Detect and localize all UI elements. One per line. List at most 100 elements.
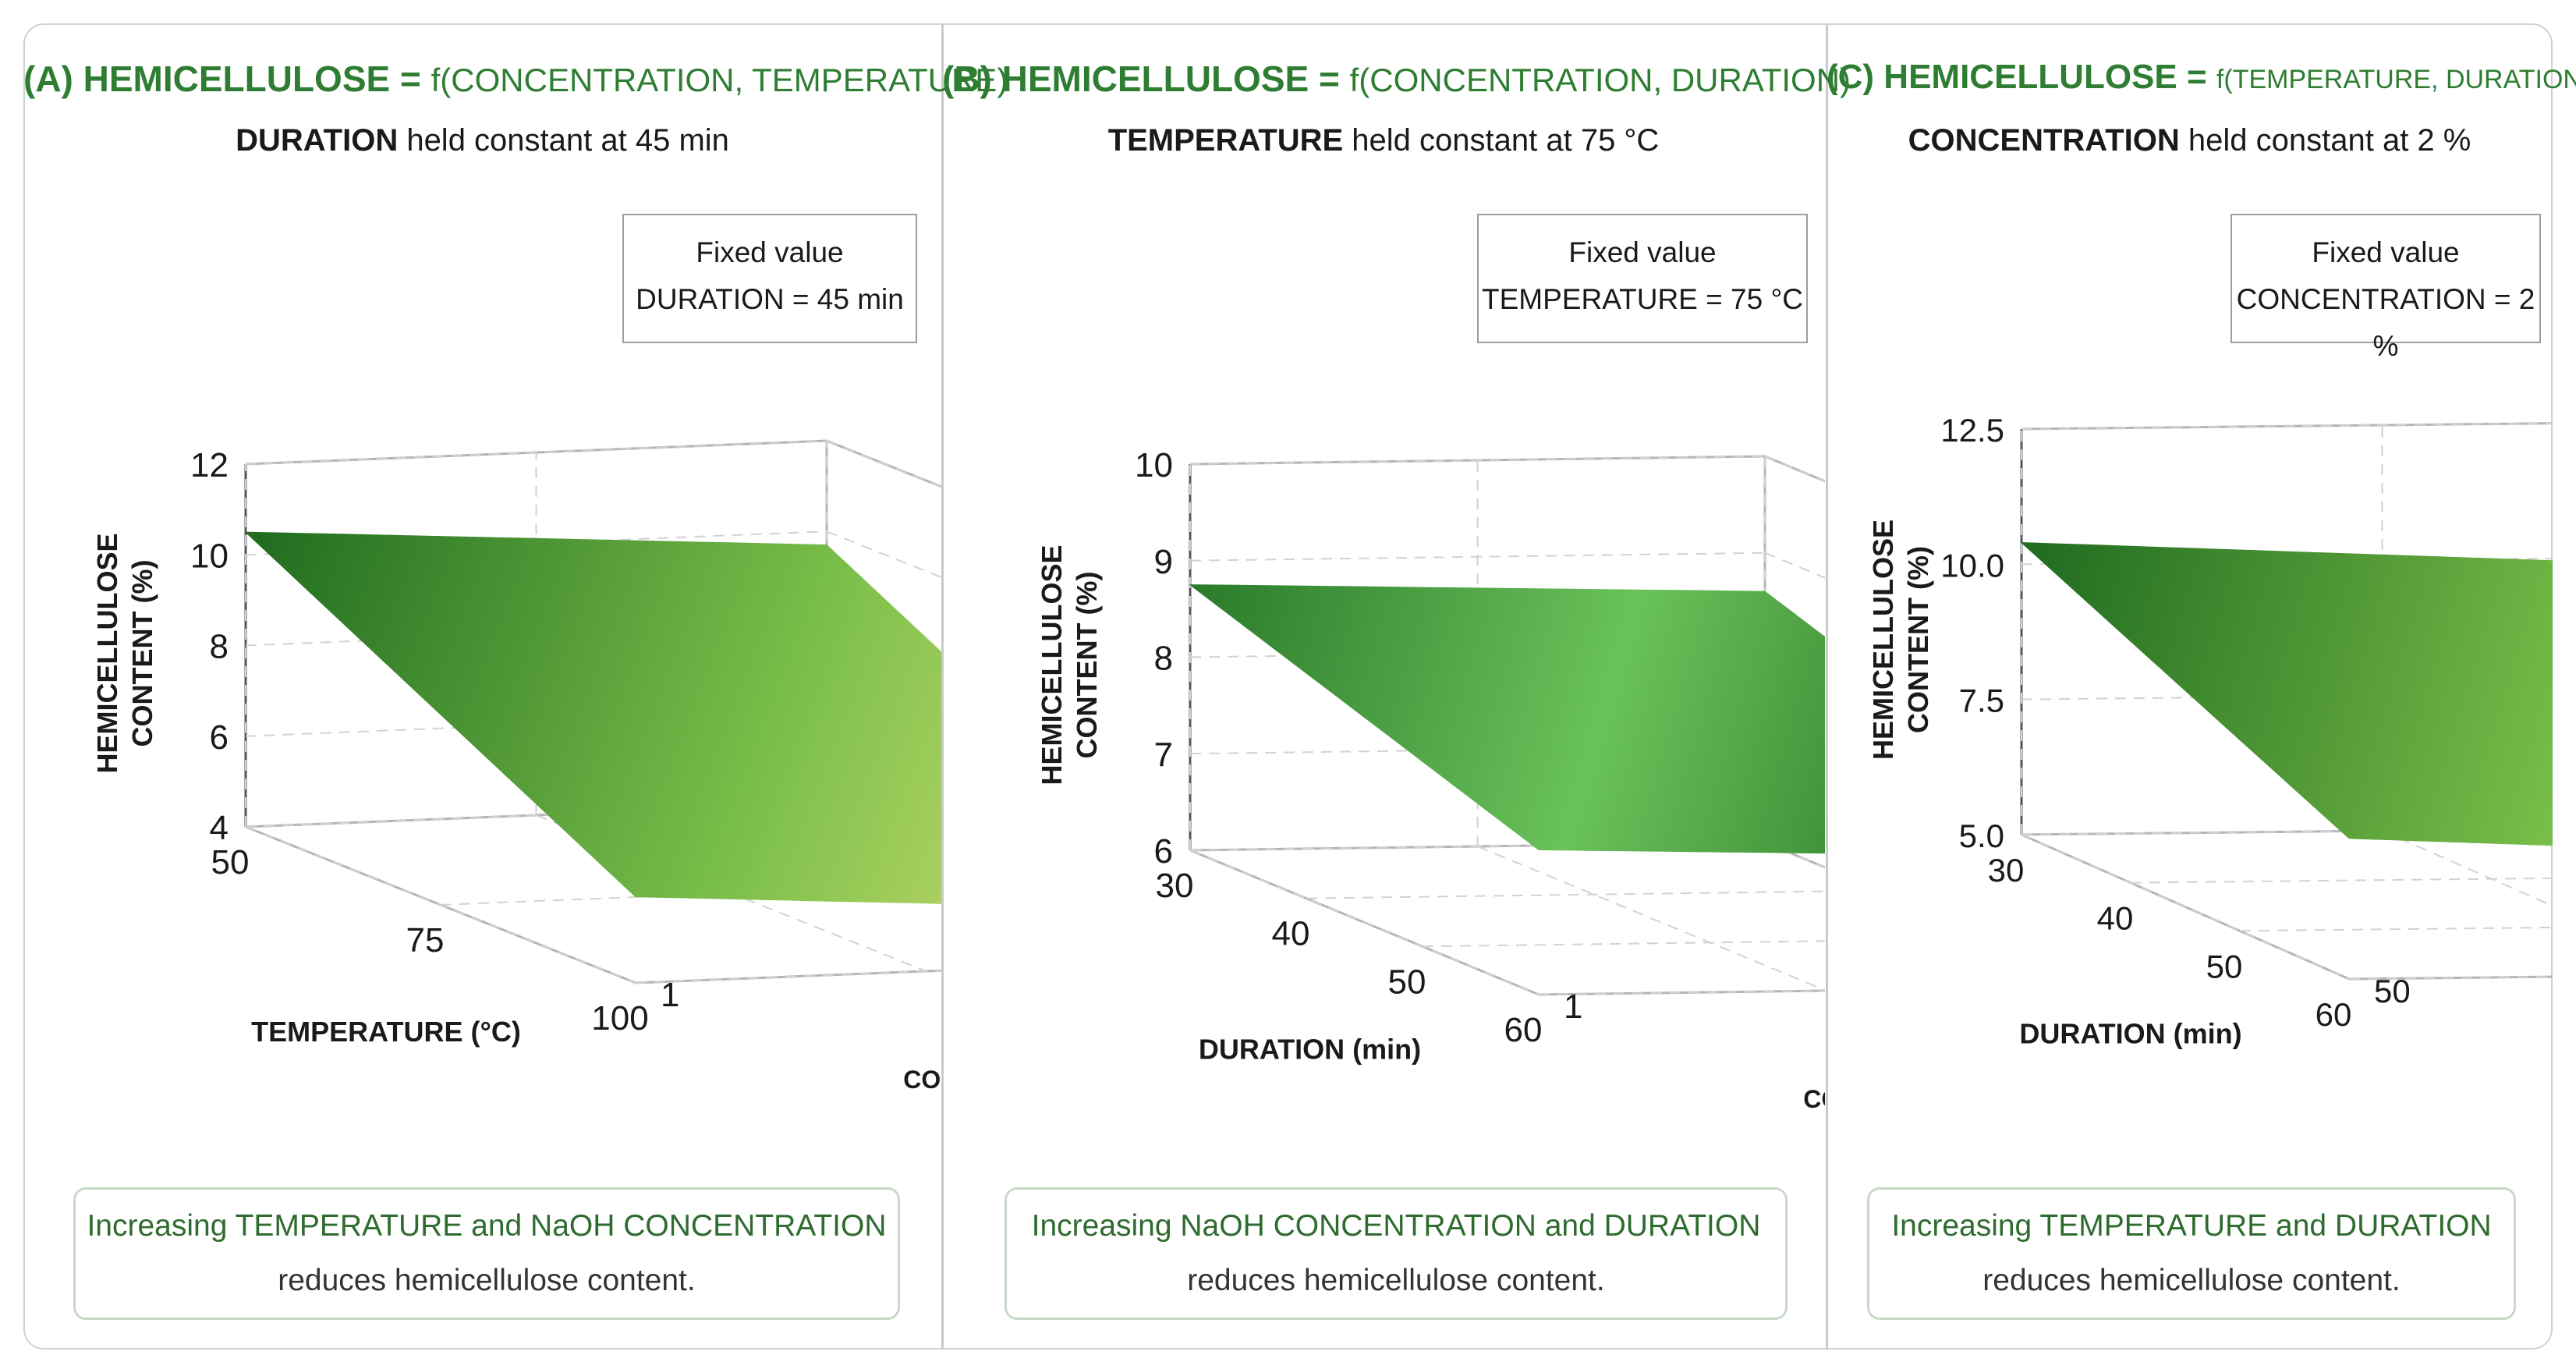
response-surface	[2020, 541, 2553, 846]
surface-patch	[2484, 700, 2553, 728]
gridline	[2382, 830, 2553, 907]
z-axis-title: HEMICELLULOSE	[1867, 520, 1899, 760]
surface-patch	[859, 753, 941, 786]
gridline	[1189, 456, 1766, 465]
z-tick-label: 5.0	[1959, 817, 2004, 854]
x-tick-label: 30	[1156, 867, 1194, 905]
z-axis-title: HEMICELLULOSE	[1036, 544, 1068, 785]
z-tick-label: 7.5	[1959, 683, 2004, 719]
response-surface	[1189, 584, 1825, 854]
z-axis-title: HEMICELLULOSE	[91, 533, 123, 773]
gridline	[1764, 842, 1825, 868]
surface-patch	[1747, 829, 1825, 854]
subtitle-text: held constant at 2 %	[2179, 123, 2471, 158]
subtitle-variable: TEMPERATURE	[1107, 123, 1344, 158]
surface-patch	[892, 872, 941, 904]
y-axis-title: CONCENTRATION	[903, 1066, 941, 1094]
title-function: f(CONCENTRATION, DURATION)	[1349, 62, 1851, 98]
surface-patch	[1784, 678, 1825, 702]
surface-patch	[907, 754, 941, 786]
fixed-value-title: Fixed value	[696, 236, 844, 268]
gridline	[245, 826, 636, 984]
y-tick-label: 1	[661, 976, 679, 1014]
gridline	[1764, 552, 1825, 579]
panel-divider	[1826, 23, 1828, 1349]
surface-chart-a: 46810125075100123HEMICELLULOSECONTENT (%…	[91, 439, 941, 1094]
z-axis-title: CONTENT (%)	[1902, 546, 1934, 733]
x-axis-title: TEMPERATURE (°C)	[251, 1016, 521, 1048]
surface-patch	[907, 665, 941, 697]
surface-patch	[2549, 654, 2553, 658]
surface-patch	[2501, 559, 2553, 585]
response-surface	[244, 531, 941, 904]
surface-patch	[1755, 656, 1825, 680]
z-tick-label: 6	[1154, 832, 1173, 871]
surface-patch	[2528, 583, 2553, 605]
surface-patch	[1795, 830, 1825, 853]
surface-patch	[2495, 605, 2553, 633]
fixed-value-text: TEMPERATURE = 75 °C	[1482, 283, 1803, 315]
surface-patch	[2511, 725, 2553, 751]
summary-box: Increasing TEMPERATURE and NaOH CONCENTR…	[73, 1187, 900, 1320]
summary-box: Increasing TEMPERATURE and DURATION redu…	[1867, 1187, 2516, 1320]
surface-patch	[1804, 765, 1825, 782]
panel-subtitle: DURATION held constant at 45 min	[23, 123, 941, 158]
gridline	[1764, 456, 1825, 482]
title-prefix: (C) HEMICELLULOSE =	[1827, 58, 2216, 96]
title-prefix: (A) HEMICELLULOSE =	[23, 59, 431, 99]
surface-patch	[1814, 809, 1825, 817]
z-tick-label: 10	[1135, 446, 1173, 484]
x-tick-label: 50	[2206, 948, 2243, 984]
surface-patch	[2522, 630, 2553, 657]
gridline	[2021, 834, 2350, 980]
z-tick-label: 6	[210, 718, 229, 757]
fixed-value-title: Fixed value	[1568, 236, 1717, 268]
box-edge	[1764, 841, 1825, 869]
y-tick-label: 50	[2374, 973, 2411, 1009]
surface-patch	[1823, 743, 1825, 746]
surface-patch	[874, 634, 941, 667]
surface-patch	[1756, 764, 1825, 789]
panel-subtitle: CONCENTRATION held constant at 2 %	[1827, 123, 2553, 158]
z-tick-label: 7	[1154, 736, 1173, 774]
summary-line-2: reduces hemicellulose content.	[1982, 1264, 2401, 1297]
gridline	[2021, 422, 2553, 430]
x-tick-label: 50	[211, 843, 250, 881]
y-axis-title: CONCENTRATION	[1803, 1085, 1825, 1113]
gridline	[635, 970, 941, 984]
box-edge	[826, 439, 941, 488]
surface-chart-c: 5.07.510.012.5304050605075100HEMICELLULO…	[1867, 412, 2553, 1050]
z-tick-label: 10.0	[1940, 547, 2004, 583]
gridline	[1477, 846, 1825, 991]
gridline	[2239, 926, 2553, 932]
gridline	[2348, 976, 2553, 980]
gridline	[1422, 940, 1825, 948]
z-tick-label: 8	[1154, 640, 1173, 678]
subtitle-text: held constant at 45 min	[398, 123, 729, 158]
panel-subtitle: TEMPERATURE held constant at 75 °C	[942, 123, 1825, 158]
summary-line-1: Increasing TEMPERATURE and NaOH CONCENTR…	[87, 1209, 887, 1243]
panel-a: (A) HEMICELLULOSE = f(CONCENTRATION, TEM…	[23, 23, 1008, 1349]
surface-patch	[1802, 656, 1825, 674]
gridline	[1538, 990, 1825, 995]
surface-patch	[891, 783, 941, 815]
fixed-value-text: CONCENTRATION = 2 %	[2236, 283, 2535, 362]
title-prefix: (B) HEMICELLULOSE =	[942, 59, 1350, 99]
summary-line-1: Increasing NaOH CONCENTRATION and DURATI…	[1031, 1209, 1761, 1243]
surface-patch	[2539, 749, 2553, 762]
surface-patch	[1773, 634, 1825, 658]
surface-patch	[2517, 677, 2553, 704]
panel-divider	[941, 23, 944, 1349]
summary-line-1: Increasing TEMPERATURE and DURATION	[1891, 1209, 2492, 1243]
z-tick-label: 9	[1154, 543, 1173, 581]
surface-patch	[923, 724, 941, 742]
surface-patch	[908, 842, 941, 874]
x-tick-label: 40	[1272, 915, 1310, 953]
surface-patch	[2506, 771, 2553, 799]
panel-title: (A) HEMICELLULOSE = f(CONCENTRATION, TEM…	[23, 58, 1008, 100]
panel-title: (B) HEMICELLULOSE = f(CONCENTRATION, DUR…	[942, 58, 1851, 100]
surface-patch	[2544, 702, 2553, 710]
z-tick-label: 8	[210, 628, 229, 666]
title-function: f(CONCENTRATION, TEMPERATURE)	[431, 62, 1008, 98]
surface-patch	[875, 723, 941, 756]
